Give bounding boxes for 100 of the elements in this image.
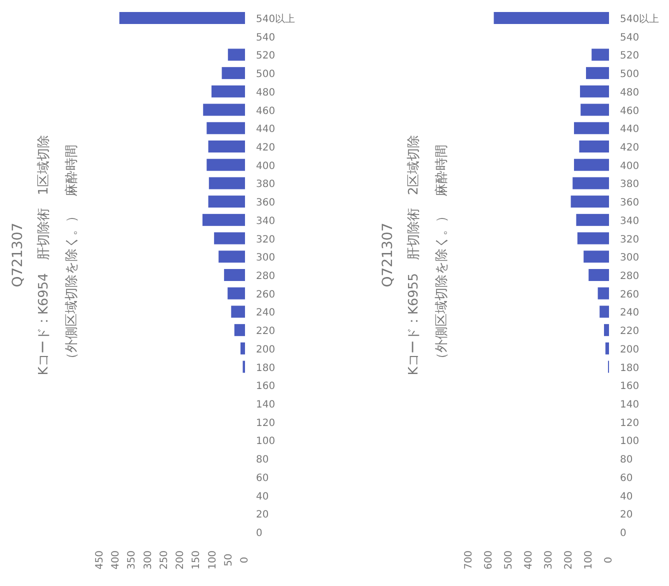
x-tick-label: 0	[604, 556, 614, 564]
bar	[600, 306, 609, 318]
y-tick-label: 80	[256, 454, 269, 466]
y-tick-label: 140	[256, 400, 276, 410]
y-tick-label: 400	[620, 160, 640, 172]
bar	[584, 250, 609, 263]
bar	[206, 158, 245, 171]
x-tick-label: 500	[504, 550, 514, 570]
y-tick-label: 540以上	[256, 13, 296, 25]
bar	[119, 12, 245, 24]
y-tick-label: 200	[256, 344, 276, 356]
x-tick-label: 450	[94, 550, 106, 570]
x-tick-label: 350	[126, 550, 138, 570]
x-tick-label: 150	[191, 550, 202, 570]
y-tick-label: 500	[620, 69, 640, 80]
y-tick-label: 360	[620, 198, 640, 209]
y-tick-label: 180	[256, 362, 276, 374]
bar	[592, 48, 609, 61]
y-tick-label: 160	[620, 381, 640, 392]
y-tick-label: 280	[256, 271, 276, 282]
bar	[580, 85, 609, 98]
x-tick-label: 400	[110, 550, 122, 570]
bar	[214, 232, 245, 244]
y-tick-label: 380	[620, 179, 640, 190]
x-tick-label: 300	[544, 550, 554, 570]
bar	[574, 158, 609, 171]
y-tick-label: 300	[256, 252, 276, 264]
x-tick-label: 50	[223, 554, 234, 566]
bar	[576, 214, 609, 226]
x-tick-label: 100	[584, 550, 594, 570]
bar	[572, 177, 609, 190]
text: （外側区域切除を除く。） 麻酔時間	[64, 144, 80, 366]
y-tick-label: 420	[256, 142, 276, 154]
y-tick-label: 340	[620, 216, 640, 227]
y-tick-label: 260	[620, 289, 640, 300]
bar	[598, 287, 609, 300]
x-tick-label: 300	[142, 550, 154, 570]
y-tick-label: 540以上	[620, 13, 660, 25]
y-tick-label: 340	[256, 216, 276, 227]
bar	[580, 104, 609, 116]
bar	[240, 342, 245, 354]
y-tick-label: 300	[620, 252, 640, 264]
y-tick-label: 200	[620, 344, 640, 356]
bar	[604, 324, 609, 336]
y-tick-label: 540	[256, 32, 276, 44]
bar	[579, 140, 609, 152]
y-tick-label: 460	[256, 106, 276, 117]
y-tick-label: 0	[620, 528, 626, 539]
bar	[586, 67, 609, 80]
bar	[211, 85, 245, 98]
y-tick-label: 20	[620, 510, 633, 521]
y-tick-label: 240	[620, 308, 640, 319]
bar	[222, 67, 245, 80]
y-tick-label: 420	[620, 142, 640, 154]
y-tick-label: 360	[256, 198, 276, 209]
bar	[570, 196, 609, 208]
y-tick-label: 520	[620, 50, 640, 62]
text: （外側区域切除を除く。） 麻酔時間	[434, 144, 450, 366]
x-tick-label: 600	[484, 550, 494, 570]
bar	[208, 177, 245, 190]
x-tick-label: 100	[207, 550, 218, 570]
y-tick-label: 20	[256, 510, 269, 521]
bar	[206, 122, 245, 134]
y-tick-label: 100	[256, 436, 276, 448]
y-tick-label: 240	[256, 308, 276, 319]
y-tick-label: 440	[256, 124, 276, 136]
y-tick-label: 220	[256, 326, 276, 338]
bar	[208, 140, 245, 152]
y-tick-label: 0	[256, 528, 262, 539]
x-tick-label: 400	[524, 550, 534, 570]
y-tick-label: 40	[256, 491, 269, 502]
x-tick-label: 700	[464, 550, 474, 570]
y-tick-label: 60	[620, 472, 633, 484]
bar	[224, 269, 245, 281]
bar	[202, 214, 245, 226]
y-tick-label: 520	[256, 50, 276, 62]
y-tick-label: 100	[620, 436, 640, 448]
y-tick-label: 220	[620, 326, 640, 338]
bar	[218, 250, 245, 263]
text: Q721307	[380, 222, 396, 288]
x-tick-label: 250	[158, 550, 170, 570]
x-tick-label: 200	[175, 550, 186, 570]
bar	[203, 104, 245, 116]
y-tick-label: 440	[620, 124, 640, 136]
y-tick-label: 140	[620, 400, 640, 410]
y-tick-label: 280	[620, 271, 640, 282]
y-tick-label: 260	[256, 289, 276, 300]
text: Kコード：K6954 肝切除術 1区域切除	[36, 134, 52, 376]
y-tick-label: 480	[620, 87, 640, 98]
y-tick-label: 540	[620, 32, 640, 44]
y-tick-label: 460	[620, 106, 640, 117]
bar	[228, 48, 245, 61]
x-tick-label: 0	[240, 556, 250, 564]
y-tick-label: 380	[256, 179, 276, 190]
text: Q721307	[10, 222, 26, 288]
y-tick-label: 320	[620, 234, 640, 246]
bar	[494, 12, 609, 24]
bar	[574, 122, 609, 134]
x-tick-label: 200	[564, 550, 574, 570]
bar	[231, 306, 245, 318]
